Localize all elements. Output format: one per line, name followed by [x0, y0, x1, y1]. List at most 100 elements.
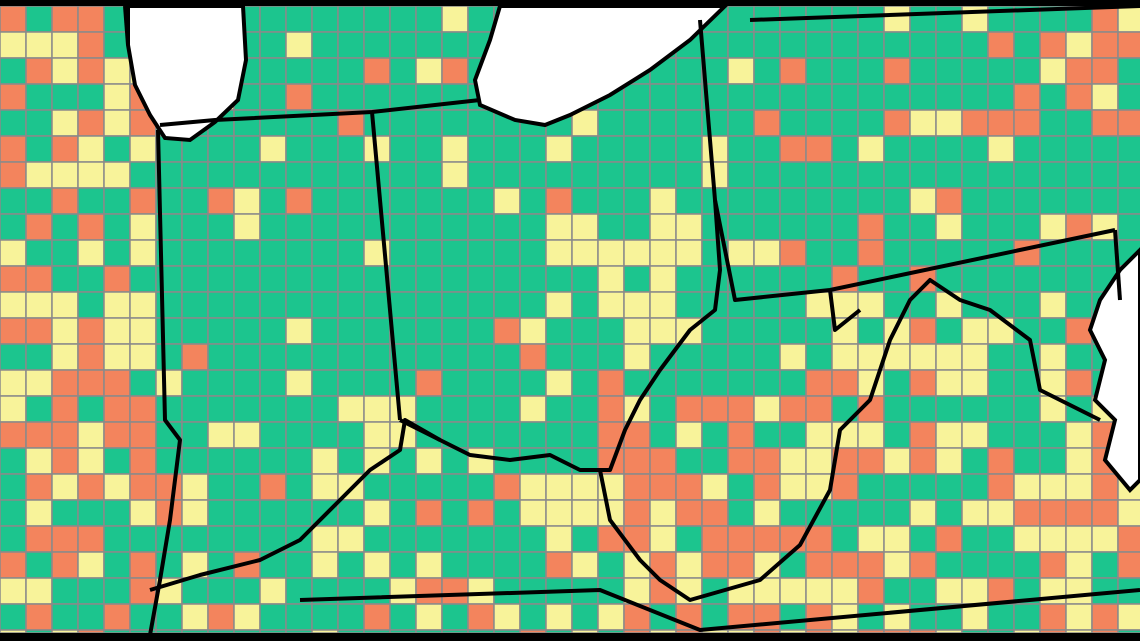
- county: [129, 291, 157, 319]
- county: [25, 57, 53, 85]
- county: [571, 525, 599, 553]
- county: [519, 343, 547, 371]
- county: [77, 369, 105, 397]
- county: [805, 239, 833, 267]
- county: [311, 473, 339, 501]
- county: [857, 161, 885, 189]
- county: [415, 57, 443, 85]
- county: [753, 525, 781, 553]
- county: [25, 187, 53, 215]
- county: [103, 291, 131, 319]
- county: [961, 525, 989, 553]
- county: [1065, 499, 1093, 527]
- county: [857, 525, 885, 553]
- county: [597, 369, 625, 397]
- county: [77, 265, 105, 293]
- county: [935, 161, 963, 189]
- county: [961, 83, 989, 111]
- county: [857, 239, 885, 267]
- county: [961, 57, 989, 85]
- county: [727, 369, 755, 397]
- county: [987, 109, 1015, 137]
- county: [337, 629, 365, 634]
- county: [857, 421, 885, 449]
- county: [1039, 187, 1067, 215]
- county: [181, 473, 209, 501]
- county: [233, 499, 261, 527]
- county: [727, 291, 755, 319]
- county: [129, 161, 157, 189]
- county: [51, 577, 79, 605]
- county: [389, 499, 417, 527]
- county: [51, 31, 79, 59]
- county: [1065, 473, 1093, 501]
- county: [0, 369, 27, 397]
- county: [1039, 525, 1067, 553]
- county: [25, 473, 53, 501]
- county: [0, 525, 27, 553]
- county: [597, 343, 625, 371]
- county: [1013, 603, 1041, 631]
- county: [1065, 161, 1093, 189]
- county: [753, 447, 781, 475]
- county: [259, 603, 287, 631]
- county: [441, 395, 469, 423]
- county: [311, 135, 339, 163]
- county: [571, 499, 599, 527]
- county: [441, 161, 469, 189]
- county: [857, 551, 885, 579]
- county: [805, 57, 833, 85]
- county: [961, 629, 989, 634]
- county: [987, 629, 1015, 634]
- county: [51, 395, 79, 423]
- county: [701, 421, 729, 449]
- county: [571, 629, 599, 634]
- county: [883, 83, 911, 111]
- county: [441, 83, 469, 111]
- county: [363, 577, 391, 605]
- county: [77, 421, 105, 449]
- county: [935, 629, 963, 634]
- county: [1039, 135, 1067, 163]
- county: [77, 577, 105, 605]
- county: [805, 109, 833, 137]
- county: [883, 577, 911, 605]
- county: [363, 629, 391, 634]
- county: [805, 395, 833, 423]
- county: [129, 499, 157, 527]
- county: [207, 161, 235, 189]
- county: [831, 369, 859, 397]
- county: [0, 187, 27, 215]
- county: [909, 291, 937, 319]
- county: [987, 265, 1015, 293]
- county: [883, 135, 911, 163]
- county: [259, 161, 287, 189]
- county: [311, 395, 339, 423]
- county: [727, 629, 755, 634]
- county: [311, 551, 339, 579]
- county: [1091, 499, 1119, 527]
- county: [285, 603, 313, 631]
- county: [597, 317, 625, 345]
- county: [805, 135, 833, 163]
- county: [1065, 135, 1093, 163]
- county: [285, 187, 313, 215]
- county: [51, 187, 79, 215]
- county: [1117, 161, 1140, 189]
- county: [467, 369, 495, 397]
- county: [155, 473, 183, 501]
- county: [493, 135, 521, 163]
- county: [415, 577, 443, 605]
- county: [571, 603, 599, 631]
- county: [0, 603, 27, 631]
- county: [1013, 551, 1041, 579]
- county: [883, 395, 911, 423]
- county: [883, 57, 911, 85]
- county: [207, 447, 235, 475]
- county: [77, 473, 105, 501]
- county: [77, 629, 105, 634]
- county: [1039, 629, 1067, 634]
- county: [233, 525, 261, 553]
- county: [311, 57, 339, 85]
- county: [1039, 603, 1067, 631]
